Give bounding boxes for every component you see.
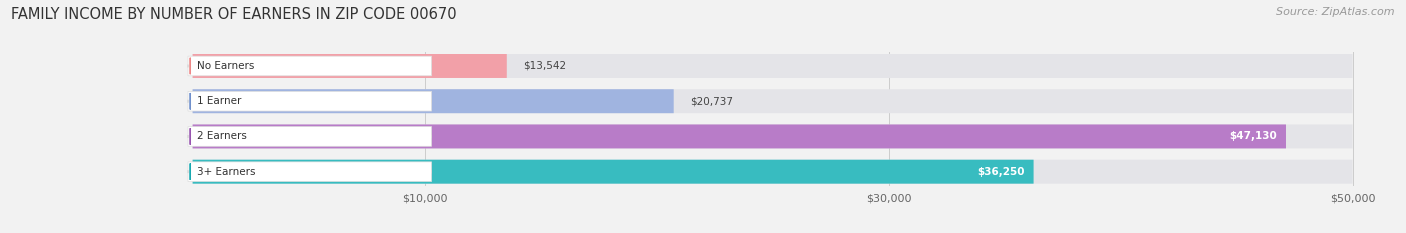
FancyBboxPatch shape	[193, 89, 1353, 113]
FancyBboxPatch shape	[193, 54, 1353, 78]
Text: Source: ZipAtlas.com: Source: ZipAtlas.com	[1277, 7, 1395, 17]
FancyBboxPatch shape	[193, 160, 1033, 184]
FancyBboxPatch shape	[188, 91, 432, 111]
FancyBboxPatch shape	[193, 124, 1353, 148]
Text: $47,130: $47,130	[1229, 131, 1277, 141]
Text: 3+ Earners: 3+ Earners	[197, 167, 256, 177]
Text: No Earners: No Earners	[197, 61, 254, 71]
Text: 2 Earners: 2 Earners	[197, 131, 247, 141]
Text: 1 Earner: 1 Earner	[197, 96, 242, 106]
FancyBboxPatch shape	[193, 160, 1353, 184]
FancyBboxPatch shape	[188, 162, 432, 182]
Text: $20,737: $20,737	[690, 96, 733, 106]
Text: FAMILY INCOME BY NUMBER OF EARNERS IN ZIP CODE 00670: FAMILY INCOME BY NUMBER OF EARNERS IN ZI…	[11, 7, 457, 22]
FancyBboxPatch shape	[188, 127, 432, 146]
Text: $36,250: $36,250	[977, 167, 1025, 177]
FancyBboxPatch shape	[193, 89, 673, 113]
FancyBboxPatch shape	[193, 54, 506, 78]
Text: $13,542: $13,542	[523, 61, 567, 71]
FancyBboxPatch shape	[193, 124, 1286, 148]
FancyBboxPatch shape	[188, 56, 432, 76]
